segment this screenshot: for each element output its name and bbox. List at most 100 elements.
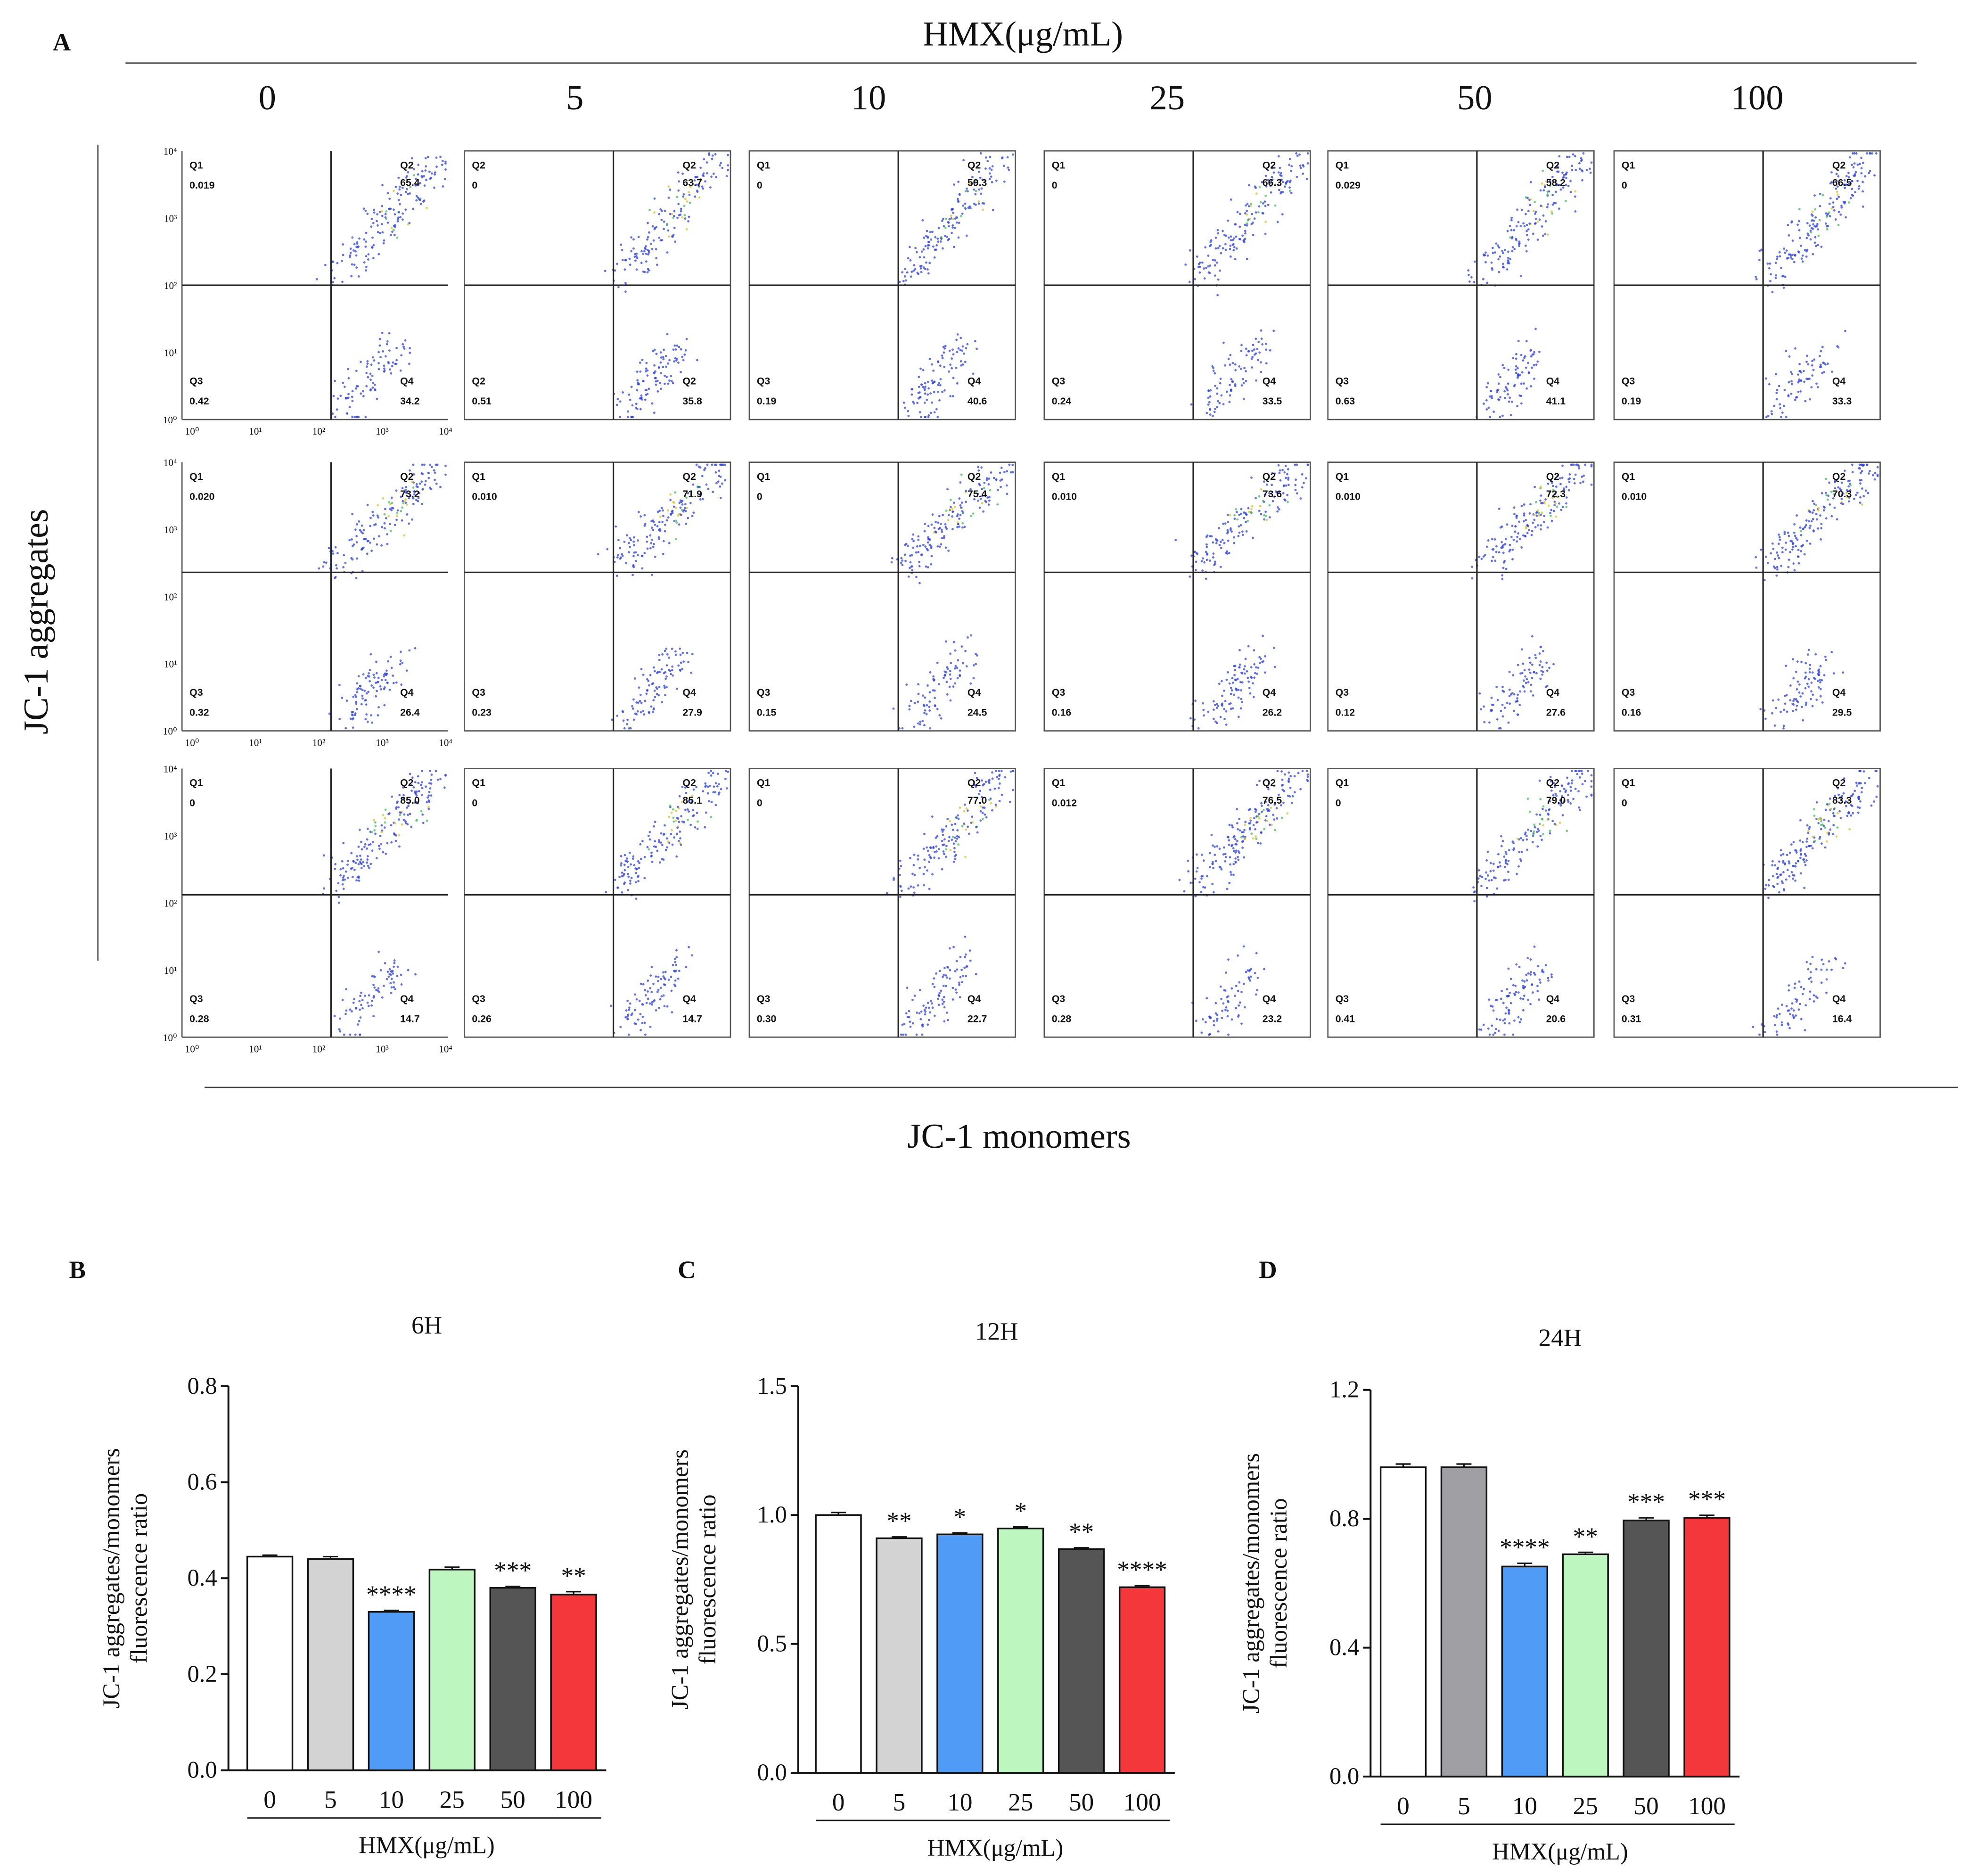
scatter-texture	[1848, 828, 1851, 831]
scatter-texture	[1765, 416, 1768, 419]
scatter-texture	[1508, 400, 1510, 403]
scatter-texture	[1581, 179, 1583, 181]
scatter-texture	[1298, 153, 1301, 156]
scatter-texture	[1256, 977, 1259, 979]
scatter-texture	[1783, 533, 1786, 535]
scatter-texture	[388, 197, 391, 200]
scatter-texture	[920, 250, 923, 253]
quadrant-value: 0.26	[472, 1013, 492, 1024]
scatter-texture	[359, 1008, 361, 1011]
scatter-texture	[1764, 888, 1767, 890]
scatter-texture	[372, 222, 375, 224]
quadrant-label: Q1	[1336, 159, 1349, 171]
scatter-texture	[1788, 989, 1790, 992]
scatter-texture	[1504, 865, 1506, 868]
scatter-texture	[640, 711, 642, 714]
scatter-texture	[1255, 821, 1258, 824]
scatter-texture	[1277, 171, 1280, 174]
scatter-texture	[1520, 395, 1523, 397]
scatter-texture	[1805, 524, 1807, 527]
scatter-texture	[979, 152, 982, 155]
scatter-texture	[929, 411, 932, 414]
scatter-texture	[418, 790, 420, 792]
scatter-texture	[1567, 800, 1570, 803]
scatter-texture	[1869, 152, 1871, 155]
scatter-texture	[1477, 877, 1480, 880]
scatter-texture	[1513, 693, 1516, 696]
scatter-texture	[1229, 514, 1231, 516]
scatter-texture	[381, 829, 384, 832]
scatter-texture	[1771, 291, 1774, 294]
scatter-texture	[919, 267, 922, 270]
scatter-texture	[1235, 508, 1238, 510]
scatter-texture	[938, 992, 941, 995]
scatter-texture	[939, 970, 941, 972]
scatter-texture	[1257, 341, 1260, 343]
scatter-texture	[945, 510, 948, 512]
scatter-texture	[1840, 497, 1843, 500]
scatter-texture	[1809, 238, 1812, 241]
scatter-texture	[1203, 561, 1206, 564]
scatter-texture	[407, 223, 410, 226]
scatter-texture	[1496, 699, 1499, 701]
scatter-texture	[1806, 837, 1808, 840]
scatter-texture	[1811, 214, 1814, 217]
scatter-texture	[1230, 987, 1233, 990]
scatter-texture	[421, 787, 424, 790]
scatter-texture	[1789, 256, 1792, 259]
scatter-texture	[1472, 886, 1475, 889]
scatter-texture	[343, 386, 346, 388]
scatter-texture	[417, 500, 419, 502]
scatter-texture	[1845, 492, 1848, 494]
scatter-texture	[1285, 181, 1287, 184]
scatter-texture	[390, 970, 393, 973]
scatter-texture	[666, 1005, 669, 1008]
scatter-texture	[917, 858, 919, 861]
scatter-texture	[387, 660, 390, 663]
scatter-texture	[1528, 657, 1531, 659]
scatter-texture	[1572, 153, 1574, 156]
scatter-texture	[1218, 847, 1221, 850]
scatter-texture	[624, 1016, 627, 1019]
scatter-texture	[954, 649, 957, 652]
scatter-texture	[1525, 224, 1528, 226]
scatter-texture	[388, 332, 391, 335]
scatter-texture	[1495, 685, 1498, 688]
scatter-texture	[1840, 206, 1843, 209]
scatter-texture	[660, 387, 663, 390]
scatter-texture	[1788, 1027, 1791, 1029]
scatter-texture	[630, 236, 633, 239]
scatter-texture	[1279, 172, 1282, 174]
quadrant-label: Q2	[968, 777, 981, 789]
scatter-texture	[948, 977, 951, 980]
scatter-texture	[1201, 854, 1204, 856]
scatter-texture	[664, 686, 666, 689]
scatter-texture	[1534, 211, 1537, 213]
scatter-texture	[342, 888, 345, 890]
scatter-texture	[1243, 668, 1246, 671]
scatter-texture	[1763, 1031, 1766, 1034]
scatter-texture	[366, 861, 369, 864]
scatter-texture	[1228, 551, 1230, 554]
scatter-texture	[638, 866, 640, 869]
scatter-texture	[374, 388, 376, 391]
scatter-texture	[1514, 985, 1517, 987]
scatter-texture	[627, 1013, 630, 1016]
scatter-texture	[1234, 383, 1237, 386]
scatter-texture	[640, 515, 642, 518]
scatter-texture	[1296, 175, 1298, 178]
scatter-texture	[1497, 1029, 1500, 1032]
scatter-texture	[1267, 788, 1270, 790]
scatter-texture	[935, 845, 938, 848]
scatter-texture	[1551, 485, 1554, 487]
scatter-texture	[1507, 256, 1509, 259]
scatter-texture	[1810, 690, 1813, 693]
scatter-texture	[664, 355, 667, 357]
scatter-texture	[428, 800, 431, 803]
scatter-texture	[1802, 370, 1805, 372]
scatter-texture	[407, 814, 409, 816]
scatter-texture	[1513, 513, 1516, 516]
scatter-texture	[901, 1023, 904, 1026]
scatter-texture	[890, 561, 893, 564]
scatter-texture	[1542, 805, 1545, 808]
